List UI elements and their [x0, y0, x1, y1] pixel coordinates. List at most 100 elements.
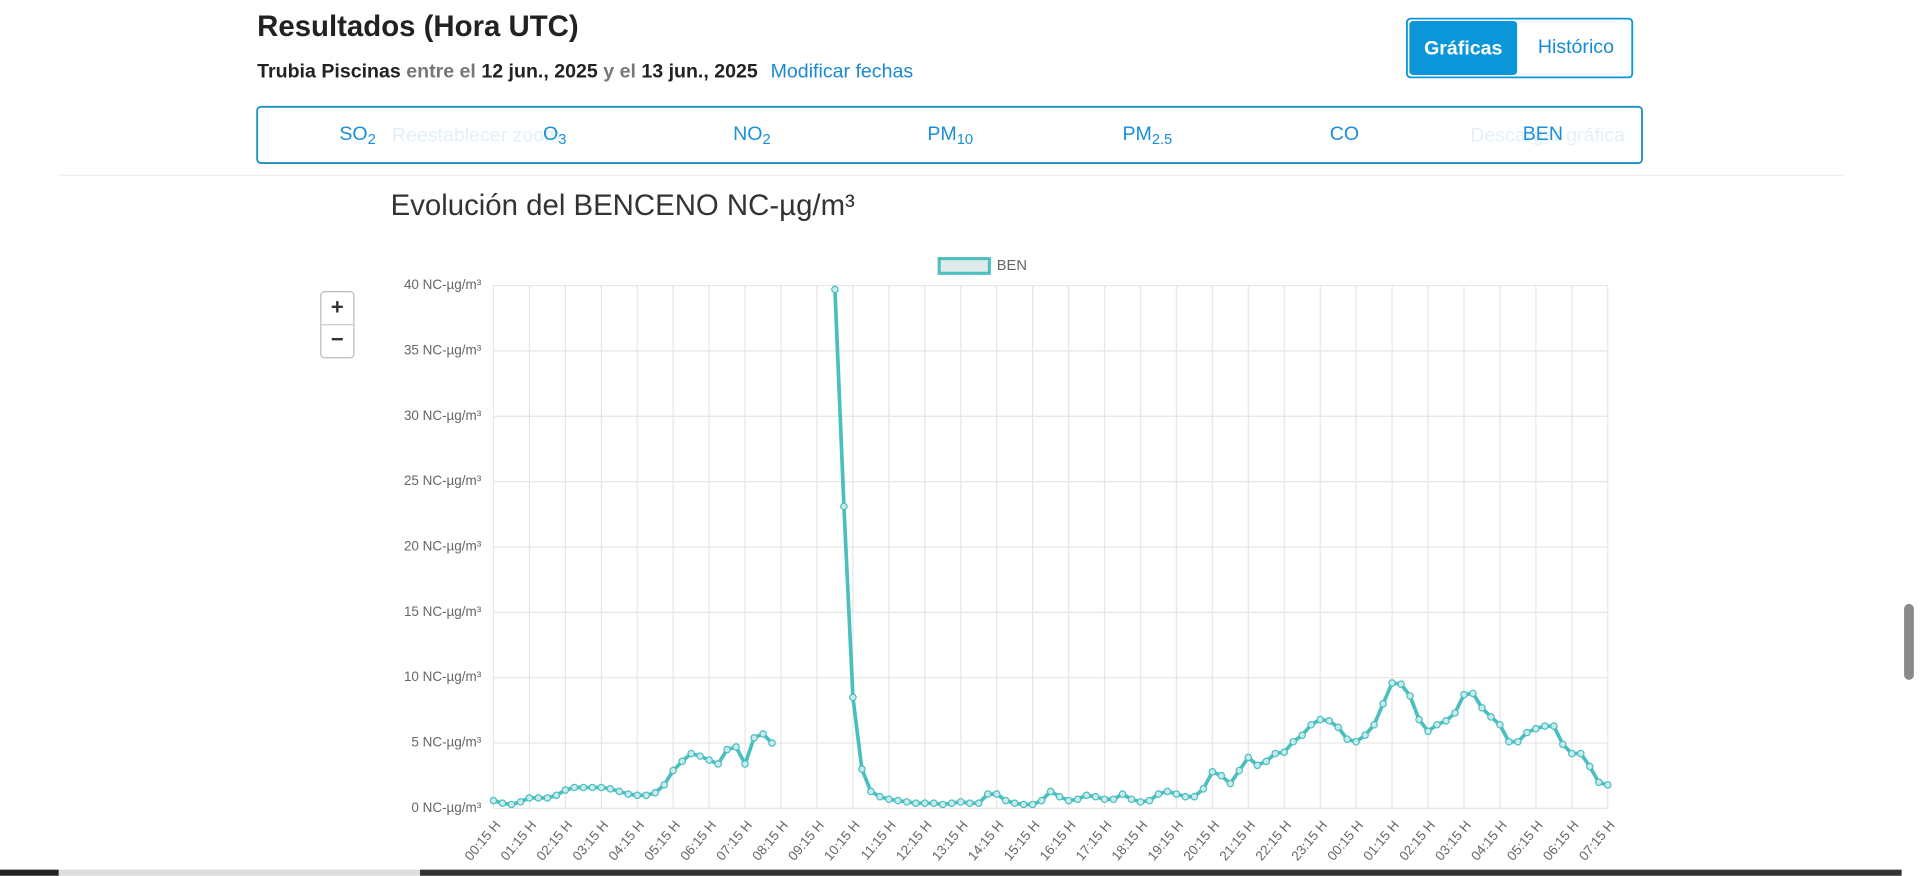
data-point	[849, 693, 857, 702]
data-point	[507, 800, 516, 809]
data-point	[1244, 753, 1253, 762]
toggle-button[interactable]: Gráficas	[1424, 37, 1502, 59]
x-tick-label: 07:15 H	[1576, 818, 1618, 864]
data-point	[1136, 798, 1145, 806]
date-from: 12 jun., 2025	[481, 61, 598, 83]
data-point	[974, 799, 983, 807]
x-tick-label: 05:15 H	[1504, 818, 1546, 864]
date-range: Trubia Piscinas entre el 12 jun., 2025 y…	[257, 61, 913, 83]
x-tick-label: 23:15 H	[1288, 818, 1330, 864]
download-chart[interactable]: Descargar gráfica	[1470, 124, 1625, 146]
tab-label: PM	[927, 123, 956, 145]
tab[interactable]: PM2.5	[1122, 123, 1172, 148]
tab[interactable]: NO2	[733, 123, 771, 148]
data-point	[768, 739, 776, 747]
data-point	[633, 791, 642, 800]
tab[interactable]: PM10	[927, 123, 973, 148]
x-tick-label: 20:15 H	[1181, 818, 1223, 864]
data-point	[1487, 713, 1495, 721]
data-point	[723, 745, 731, 754]
reset-zoom[interactable]: Reestablecer zoom	[392, 124, 561, 146]
tab[interactable]: O3	[543, 123, 566, 148]
data-point	[1478, 703, 1486, 712]
data-point	[1307, 720, 1316, 729]
x-tick-label: 00:15 H	[1324, 818, 1366, 864]
data-point	[1559, 740, 1567, 749]
x-tick-label: 07:15 H	[713, 818, 755, 864]
data-point	[983, 790, 992, 798]
data-point	[1019, 800, 1028, 809]
x-tick-label: 14:15 H	[965, 818, 1007, 864]
scrollbar-thumb[interactable]	[1904, 603, 1914, 680]
data-point	[597, 783, 606, 792]
data-point	[1217, 771, 1226, 780]
x-tick-label: 19:15 H	[1145, 818, 1187, 864]
data-point	[498, 799, 507, 807]
data-point	[938, 800, 947, 809]
data-point	[561, 786, 570, 794]
data-point	[894, 796, 902, 805]
change-dates-link[interactable]: Modificar fechas	[771, 61, 914, 83]
data-point	[642, 791, 651, 800]
tab[interactable]: CO	[1330, 123, 1359, 145]
data-point	[947, 799, 956, 807]
data-point	[1073, 795, 1082, 804]
data-point	[1118, 790, 1127, 798]
data-point	[1037, 796, 1046, 805]
data-point	[1594, 778, 1603, 787]
tab-subscript: 10	[957, 132, 973, 148]
data-point	[1406, 692, 1414, 700]
zoom-in[interactable]: +	[331, 295, 344, 320]
data-point	[1352, 737, 1360, 746]
data-point	[1568, 749, 1576, 758]
data-point	[1226, 779, 1235, 788]
tab-subscript: 2	[368, 132, 376, 148]
taskbar	[0, 869, 59, 876]
y-tick-label: 10 NC-µg/m³	[404, 669, 482, 684]
data-point	[1550, 722, 1558, 730]
x-tick-label: 06:15 H	[677, 818, 719, 864]
data-point	[750, 734, 758, 742]
data-point	[1064, 796, 1073, 805]
x-tick-label: 15:15 H	[1001, 818, 1043, 864]
data-point	[615, 787, 624, 796]
data-point	[1253, 761, 1262, 770]
data-point	[1460, 690, 1468, 699]
data-point	[1442, 717, 1450, 725]
data-point	[1010, 799, 1019, 807]
data-point	[1289, 737, 1298, 746]
data-point	[1154, 790, 1163, 798]
x-tick-label: 04:15 H	[605, 818, 647, 864]
zoom-out[interactable]: −	[331, 326, 344, 351]
tab[interactable]: SO2	[339, 123, 375, 148]
legend-label: BEN	[997, 258, 1027, 274]
tab[interactable]: BEN	[1523, 123, 1563, 145]
y-tick-label: 0 NC-µg/m³	[411, 800, 481, 815]
data-point	[741, 760, 749, 768]
page-title: Resultados (Hora UTC)	[257, 10, 579, 43]
data-point	[1055, 792, 1064, 801]
data-point	[1181, 792, 1190, 801]
data-point	[1585, 762, 1594, 771]
data-point	[1280, 748, 1289, 756]
tab-label: PM	[1122, 123, 1151, 145]
y-tick-label: 5 NC-µg/m³	[411, 735, 481, 750]
data-point	[1271, 749, 1280, 758]
x-tick-label: 01:15 H	[498, 818, 540, 864]
data-point	[534, 794, 543, 802]
data-point	[1523, 728, 1531, 737]
toggle-button[interactable]: Histórico	[1538, 36, 1614, 58]
x-tick-label: 08:15 H	[749, 818, 791, 864]
data-point	[1199, 785, 1208, 793]
data-point	[489, 796, 498, 805]
data-point	[651, 788, 660, 797]
data-point	[714, 760, 722, 768]
data-point	[1109, 795, 1118, 804]
x-tick-label: 09:15 H	[785, 818, 827, 864]
data-point	[1505, 737, 1513, 746]
legend-swatch	[937, 257, 991, 275]
y-tick-label: 40 NC-µg/m³	[404, 277, 482, 292]
data-point	[732, 743, 740, 751]
data-point	[1235, 766, 1244, 775]
